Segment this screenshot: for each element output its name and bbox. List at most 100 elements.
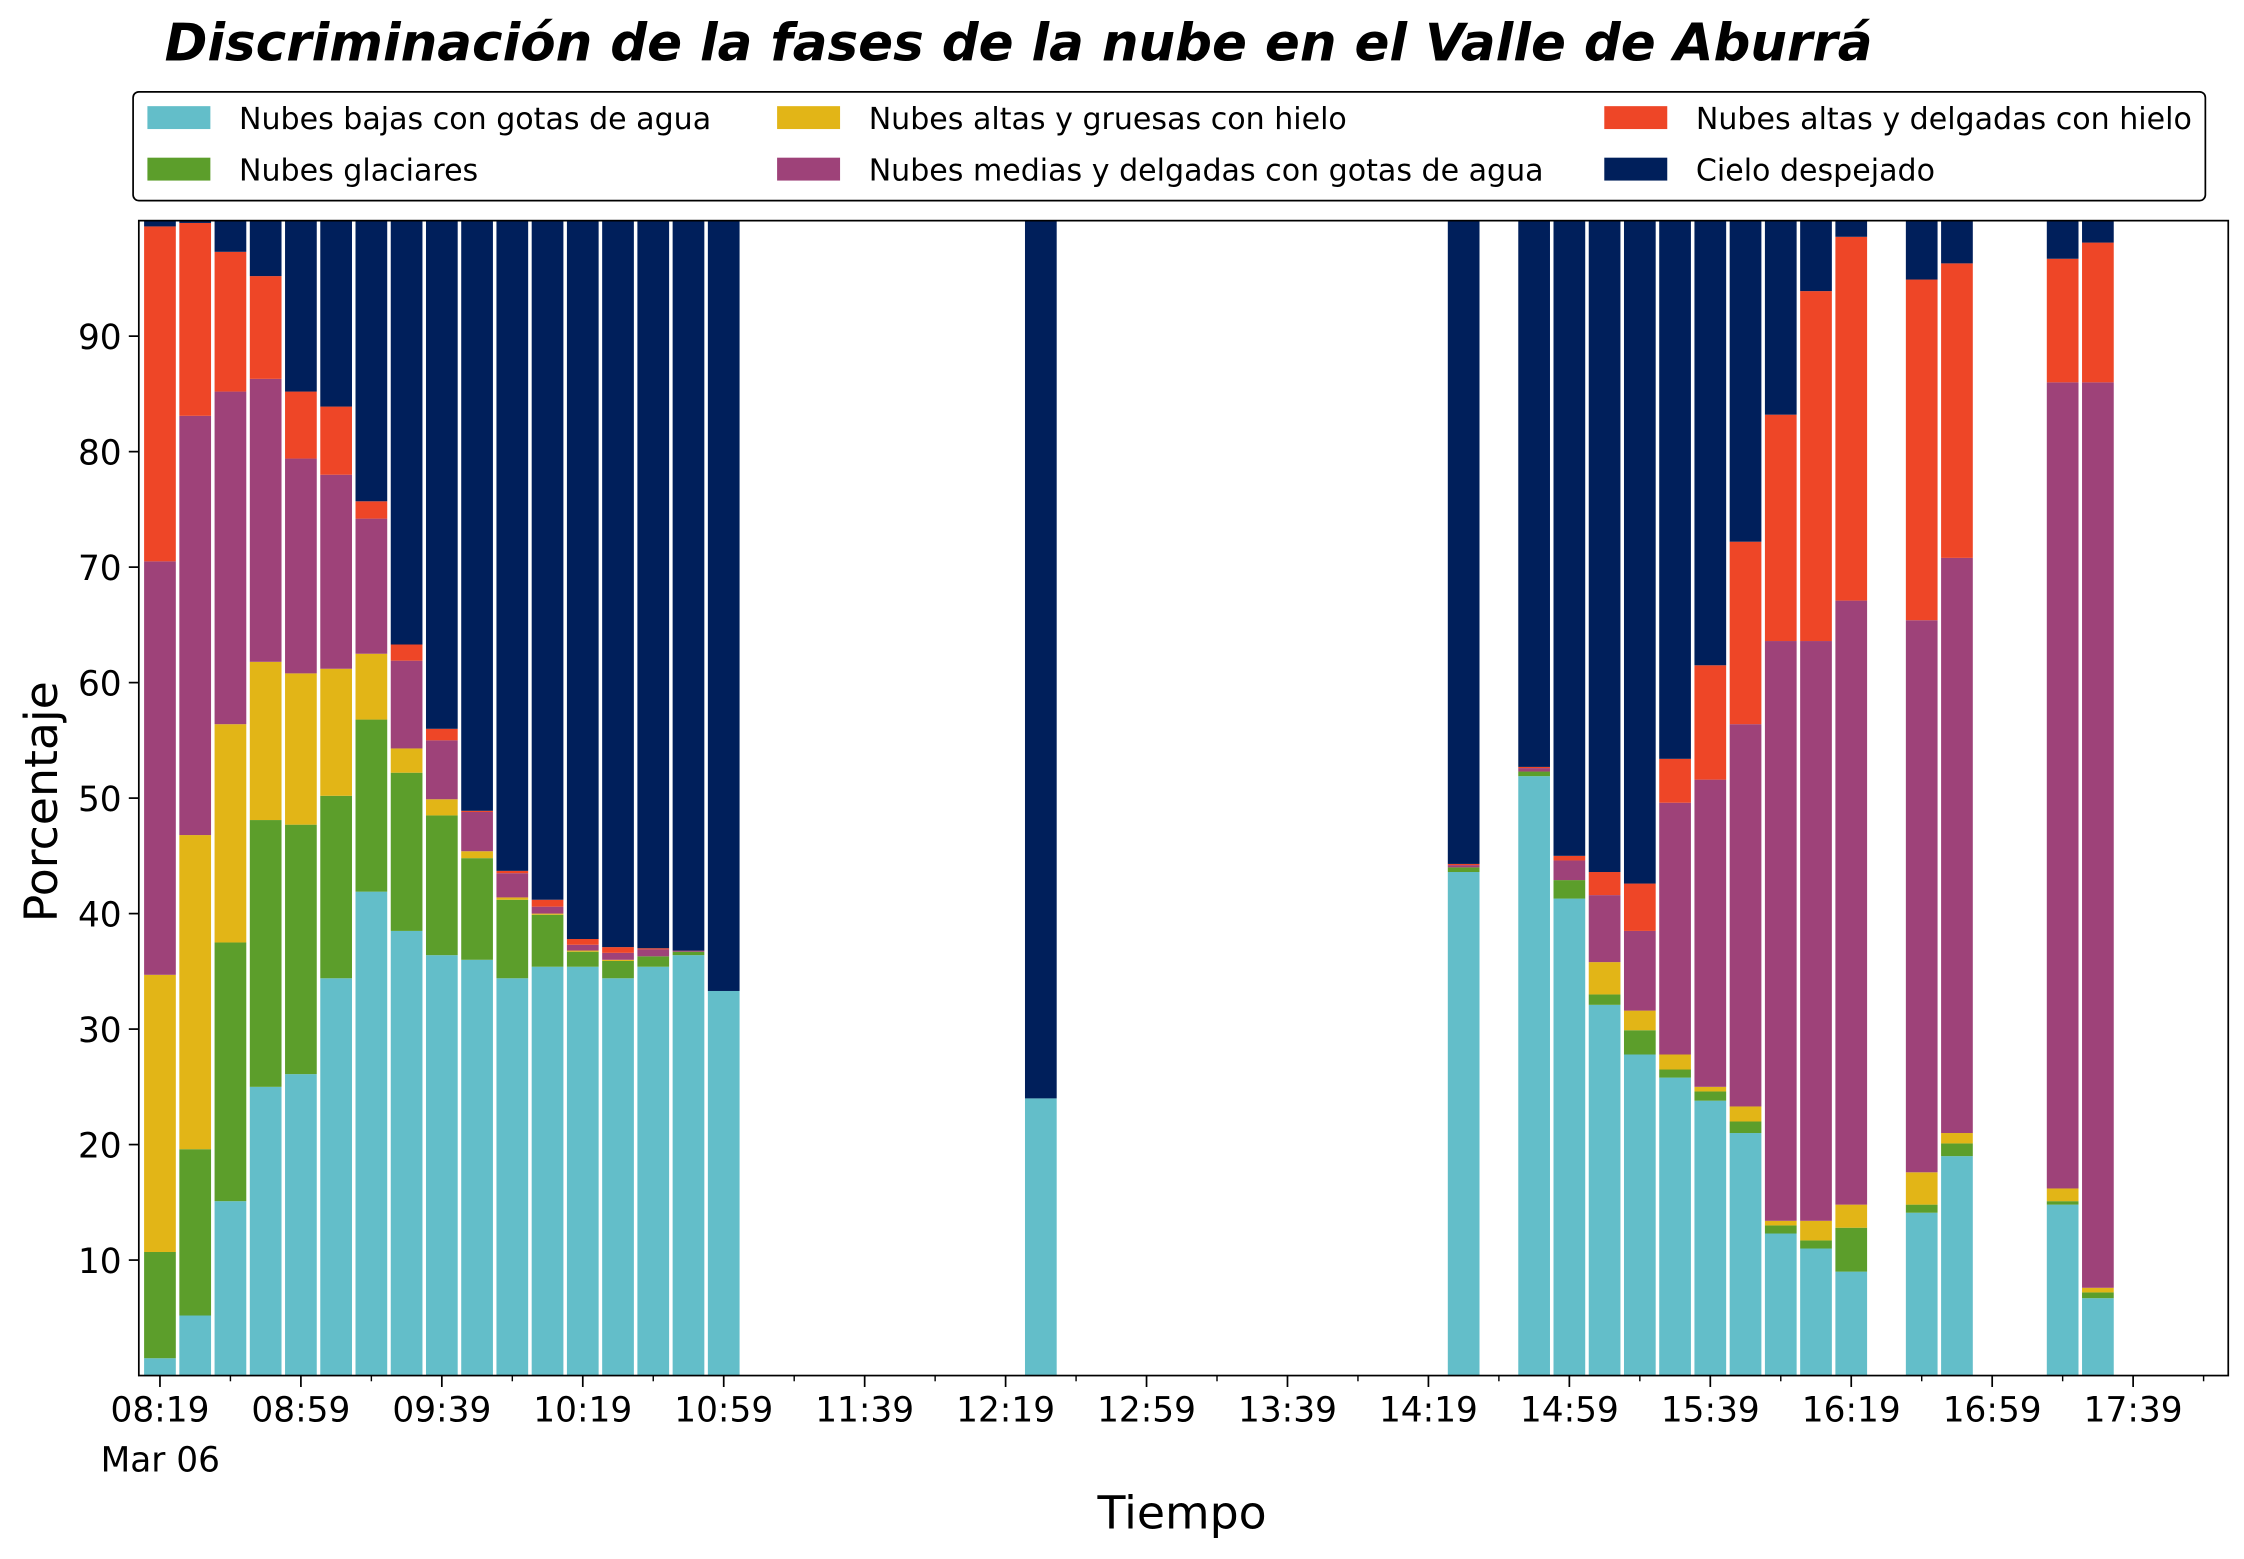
- legend-swatch: [1604, 106, 1668, 130]
- bar-segment: [1729, 1133, 1762, 1376]
- bar-segment: [1835, 220, 1868, 237]
- bar-segment: [2046, 258, 2079, 383]
- bar-segment: [144, 561, 176, 975]
- bar-segment: [496, 873, 529, 898]
- bar-segment: [425, 799, 458, 816]
- legend-label: Nubes glaciares: [239, 154, 478, 189]
- bar-segment: [1905, 1204, 1938, 1213]
- bar-segment: [214, 251, 247, 392]
- legend-box: [132, 90, 2207, 202]
- x-tick-label: 11:39: [815, 1390, 914, 1430]
- bar-segment: [1588, 994, 1621, 1005]
- bar-segment: [531, 220, 564, 900]
- bar-segment: [1694, 1091, 1727, 1101]
- bar-segment: [1447, 865, 1480, 868]
- bar-segment: [461, 810, 493, 812]
- bar-segment: [1905, 1212, 1938, 1376]
- bar-segment: [496, 220, 529, 871]
- bar-segment: [637, 220, 670, 949]
- x-tick-label: 09:39: [392, 1390, 491, 1430]
- bar-segment: [496, 899, 529, 979]
- bar-segment: [602, 978, 634, 1376]
- y-tick-label: 60: [78, 664, 122, 704]
- x-tick-label: 08:59: [251, 1390, 350, 1430]
- bar-segment: [566, 951, 599, 967]
- x-tick-label: 10:59: [674, 1390, 773, 1430]
- bar-segment: [214, 220, 247, 252]
- bar-segment: [672, 950, 705, 952]
- bar-segment: [1659, 1069, 1691, 1078]
- bar-segment: [1905, 620, 1938, 1173]
- bar-segment: [425, 728, 458, 741]
- y-tick-label: 70: [78, 549, 122, 589]
- bar-segment: [390, 748, 423, 773]
- bar-segment: [249, 1086, 282, 1376]
- bar-segment: [1941, 1156, 1973, 1376]
- x-tick-label: 10:19: [533, 1390, 632, 1430]
- bar-segment: [179, 1149, 212, 1316]
- bar-segment: [1553, 880, 1586, 899]
- legend-swatch: [777, 157, 841, 181]
- bar-segment: [1835, 600, 1868, 1205]
- x-tick-label: 08:19: [110, 1390, 209, 1430]
- bar-segment: [2046, 220, 2079, 259]
- bar-segment: [566, 966, 599, 1376]
- bar-segment: [637, 966, 670, 1376]
- bar-segment: [179, 220, 212, 223]
- y-axis-label: Porcentaje: [14, 681, 68, 922]
- bar-segment: [2082, 220, 2114, 243]
- bar-segment: [1588, 220, 1621, 873]
- bar-segment: [1623, 930, 1656, 1011]
- bar-segment: [637, 948, 670, 950]
- bar-segment: [249, 276, 282, 379]
- bar-segment: [1694, 779, 1727, 1087]
- bar-segment: [566, 950, 599, 952]
- bar-segment: [1553, 855, 1586, 861]
- bar-segment: [531, 914, 564, 967]
- bar-segment: [1694, 1086, 1727, 1092]
- bar-segment: [285, 391, 317, 459]
- x-tick-label: 13:39: [1238, 1390, 1337, 1430]
- legend-label: Nubes bajas con gotas de agua: [239, 102, 711, 137]
- bar-segment: [2082, 382, 2114, 1288]
- bar-segment: [1553, 220, 1586, 856]
- bar-segment: [531, 899, 564, 907]
- bar-segment: [285, 673, 317, 825]
- legend-label: Cielo despejado: [1696, 154, 1935, 189]
- bar-segment: [1694, 665, 1727, 780]
- x-tick-label: 12:19: [956, 1390, 1055, 1430]
- bar-segment: [390, 660, 423, 749]
- bar-segment: [1764, 1225, 1797, 1234]
- bar-segment: [1729, 724, 1762, 1107]
- bar-segment: [390, 772, 423, 931]
- bar-segment: [1623, 1010, 1656, 1031]
- bar-segment: [249, 378, 282, 662]
- bar-segment: [320, 668, 352, 796]
- bar-segment: [2082, 1298, 2114, 1376]
- bar-segment: [461, 220, 493, 811]
- bar-segment: [355, 518, 388, 654]
- bar-segment: [144, 974, 176, 1252]
- bar-segment: [1447, 220, 1480, 864]
- bar-segment: [425, 955, 458, 1376]
- legend-swatch: [1604, 157, 1668, 181]
- bar-segment: [179, 835, 212, 1150]
- bar-segment: [425, 815, 458, 956]
- bar-segment: [1941, 263, 1973, 558]
- bar-segment: [1941, 220, 1973, 264]
- bar-segment: [1553, 860, 1586, 881]
- bar-segment: [1623, 883, 1656, 931]
- bar-segment: [1729, 541, 1762, 725]
- bar-segment: [1518, 771, 1550, 777]
- bar-segment: [2046, 1201, 2079, 1205]
- bar-segment: [1835, 1227, 1868, 1272]
- y-tick-label: 90: [78, 318, 122, 358]
- bar-segment: [1588, 1004, 1621, 1376]
- bar-segment: [1905, 279, 1938, 621]
- bar-segment: [1518, 776, 1550, 1376]
- y-tick-label: 80: [78, 434, 122, 474]
- bar-segment: [1447, 863, 1480, 866]
- x-tick-label: 15:39: [1661, 1390, 1760, 1430]
- x-tick-label: 14:59: [1520, 1390, 1619, 1430]
- bar-segment: [1800, 1248, 1832, 1376]
